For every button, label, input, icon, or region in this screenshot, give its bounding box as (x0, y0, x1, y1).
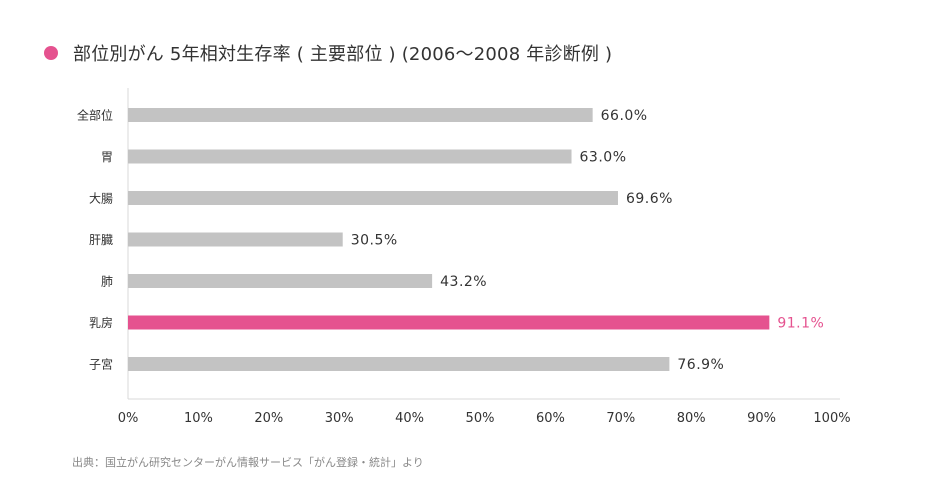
title-bullet-dot (44, 46, 58, 60)
x-tick-label: 100% (813, 411, 850, 426)
x-tick-label: 80% (677, 411, 706, 426)
x-tick-label: 90% (747, 411, 776, 426)
y-category-label: 肺 (101, 275, 113, 289)
bar (128, 108, 593, 122)
bar-value-label: 43.2% (440, 274, 487, 290)
y-category-label: 乳房 (89, 315, 113, 330)
bar-value-label: 91.1% (777, 316, 824, 332)
x-tick-label: 0% (118, 411, 139, 426)
y-category-label: 胃 (101, 150, 113, 164)
x-tick-label: 60% (536, 411, 565, 426)
chart-title-row: 部位別がん 5年相対生存率 ( 主要部位 ) (2006〜2008 年診断例 ) (44, 38, 612, 68)
bar-highlight (128, 315, 770, 330)
bar-value-label: 76.9% (677, 357, 724, 373)
source-note: 出典：国立がん研究センターがん情報サービス「がん登録・統計」より (72, 456, 424, 469)
bar (128, 357, 670, 371)
bar (128, 191, 618, 205)
x-tick-label: 30% (325, 411, 354, 426)
y-category-label: 大腸 (89, 192, 113, 206)
x-tick-label: 20% (254, 411, 283, 426)
x-tick-label: 10% (184, 411, 213, 426)
bar-value-label: 30.5% (351, 233, 398, 249)
bar (128, 232, 343, 247)
bar-value-label: 63.0% (580, 150, 627, 166)
bar (128, 274, 433, 288)
x-tick-label: 40% (395, 411, 424, 426)
chart-title: 部位別がん 5年相対生存率 ( 主要部位 ) (2006〜2008 年診断例 ) (73, 44, 613, 65)
y-category-label: 肝臓 (89, 233, 113, 247)
x-tick-label: 50% (466, 411, 495, 426)
y-category-label: 全部位 (77, 108, 113, 123)
bar-value-label: 66.0% (601, 108, 648, 124)
y-category-label: 子宮 (89, 357, 113, 372)
bar (128, 149, 572, 164)
bar-value-label: 69.6% (626, 191, 673, 207)
x-tick-label: 70% (606, 411, 635, 426)
